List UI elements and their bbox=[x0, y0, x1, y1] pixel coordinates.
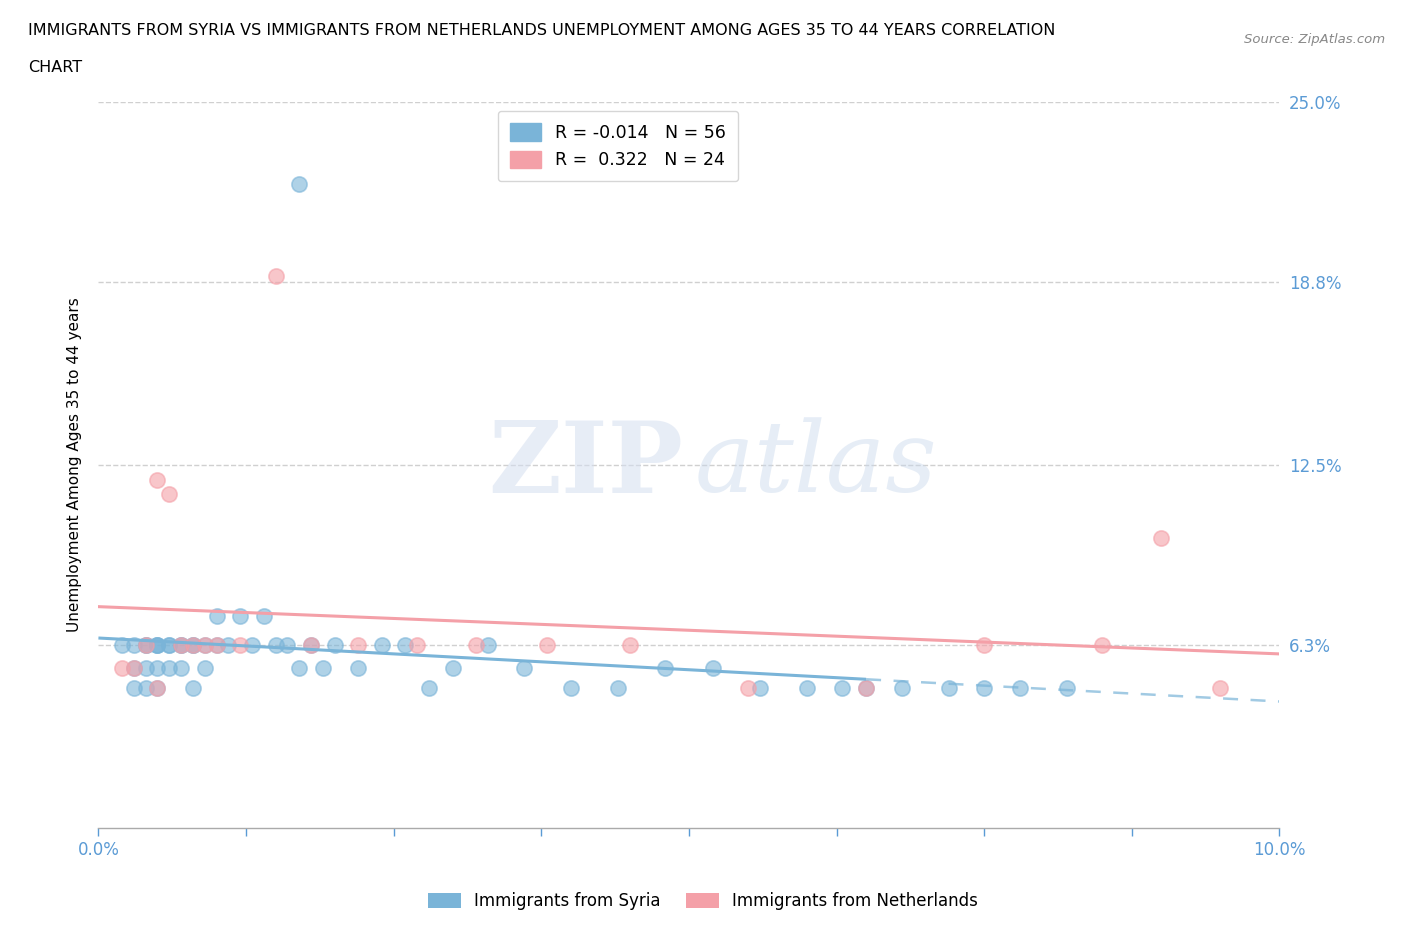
Point bbox=[748, 681, 770, 696]
Point bbox=[973, 681, 995, 696]
Point bbox=[157, 660, 180, 675]
Text: CHART: CHART bbox=[28, 60, 82, 75]
Point bbox=[181, 637, 204, 652]
Point bbox=[1209, 681, 1232, 696]
Point bbox=[170, 660, 193, 675]
Point bbox=[122, 660, 145, 675]
Point bbox=[111, 660, 134, 675]
Point bbox=[371, 637, 394, 652]
Point bbox=[477, 637, 499, 652]
Point bbox=[264, 269, 287, 284]
Point bbox=[855, 681, 877, 696]
Point bbox=[146, 660, 169, 675]
Text: atlas: atlas bbox=[695, 418, 938, 512]
Point bbox=[205, 637, 228, 652]
Point bbox=[170, 637, 193, 652]
Point bbox=[229, 637, 252, 652]
Point bbox=[312, 660, 335, 675]
Point bbox=[181, 681, 204, 696]
Point bbox=[702, 660, 724, 675]
Legend: Immigrants from Syria, Immigrants from Netherlands: Immigrants from Syria, Immigrants from N… bbox=[420, 885, 986, 917]
Point bbox=[276, 637, 298, 652]
Point bbox=[217, 637, 239, 652]
Point bbox=[323, 637, 346, 652]
Point bbox=[146, 637, 169, 652]
Point bbox=[264, 637, 287, 652]
Point bbox=[122, 681, 145, 696]
Point bbox=[146, 637, 169, 652]
Point bbox=[135, 681, 157, 696]
Point bbox=[406, 637, 429, 652]
Point bbox=[347, 660, 370, 675]
Point bbox=[299, 637, 322, 652]
Point bbox=[122, 660, 145, 675]
Point bbox=[170, 637, 193, 652]
Point bbox=[465, 637, 488, 652]
Text: ZIP: ZIP bbox=[488, 417, 683, 513]
Point bbox=[135, 660, 157, 675]
Point bbox=[607, 681, 630, 696]
Point bbox=[135, 637, 157, 652]
Point bbox=[560, 681, 582, 696]
Point bbox=[737, 681, 759, 696]
Point bbox=[135, 637, 157, 652]
Point bbox=[170, 637, 193, 652]
Point bbox=[157, 637, 180, 652]
Point bbox=[512, 660, 534, 675]
Point bbox=[796, 681, 818, 696]
Point bbox=[146, 637, 169, 652]
Point bbox=[288, 176, 311, 191]
Point bbox=[938, 681, 960, 696]
Point bbox=[1056, 681, 1078, 696]
Point bbox=[441, 660, 464, 675]
Point bbox=[122, 637, 145, 652]
Point bbox=[111, 637, 134, 652]
Point bbox=[1091, 637, 1114, 652]
Point bbox=[1008, 681, 1031, 696]
Point bbox=[299, 637, 322, 652]
Point bbox=[831, 681, 853, 696]
Point bbox=[205, 637, 228, 652]
Point bbox=[347, 637, 370, 652]
Point bbox=[146, 472, 169, 487]
Point bbox=[1150, 530, 1173, 545]
Point bbox=[890, 681, 912, 696]
Point bbox=[240, 637, 263, 652]
Point bbox=[157, 637, 180, 652]
Point bbox=[205, 608, 228, 623]
Point bbox=[973, 637, 995, 652]
Point bbox=[654, 660, 676, 675]
Y-axis label: Unemployment Among Ages 35 to 44 years: Unemployment Among Ages 35 to 44 years bbox=[66, 298, 82, 632]
Text: Source: ZipAtlas.com: Source: ZipAtlas.com bbox=[1244, 33, 1385, 46]
Point bbox=[146, 681, 169, 696]
Point bbox=[253, 608, 276, 623]
Point bbox=[536, 637, 558, 652]
Point bbox=[157, 486, 180, 501]
Text: IMMIGRANTS FROM SYRIA VS IMMIGRANTS FROM NETHERLANDS UNEMPLOYMENT AMONG AGES 35 : IMMIGRANTS FROM SYRIA VS IMMIGRANTS FROM… bbox=[28, 23, 1056, 38]
Point bbox=[288, 660, 311, 675]
Point bbox=[394, 637, 416, 652]
Point bbox=[619, 637, 641, 652]
Point bbox=[135, 637, 157, 652]
Point bbox=[181, 637, 204, 652]
Point bbox=[418, 681, 440, 696]
Point bbox=[194, 660, 217, 675]
Legend: R = -0.014   N = 56, R =  0.322   N = 24: R = -0.014 N = 56, R = 0.322 N = 24 bbox=[498, 111, 738, 181]
Point bbox=[146, 681, 169, 696]
Point bbox=[181, 637, 204, 652]
Point bbox=[194, 637, 217, 652]
Point bbox=[229, 608, 252, 623]
Point bbox=[855, 681, 877, 696]
Point bbox=[194, 637, 217, 652]
